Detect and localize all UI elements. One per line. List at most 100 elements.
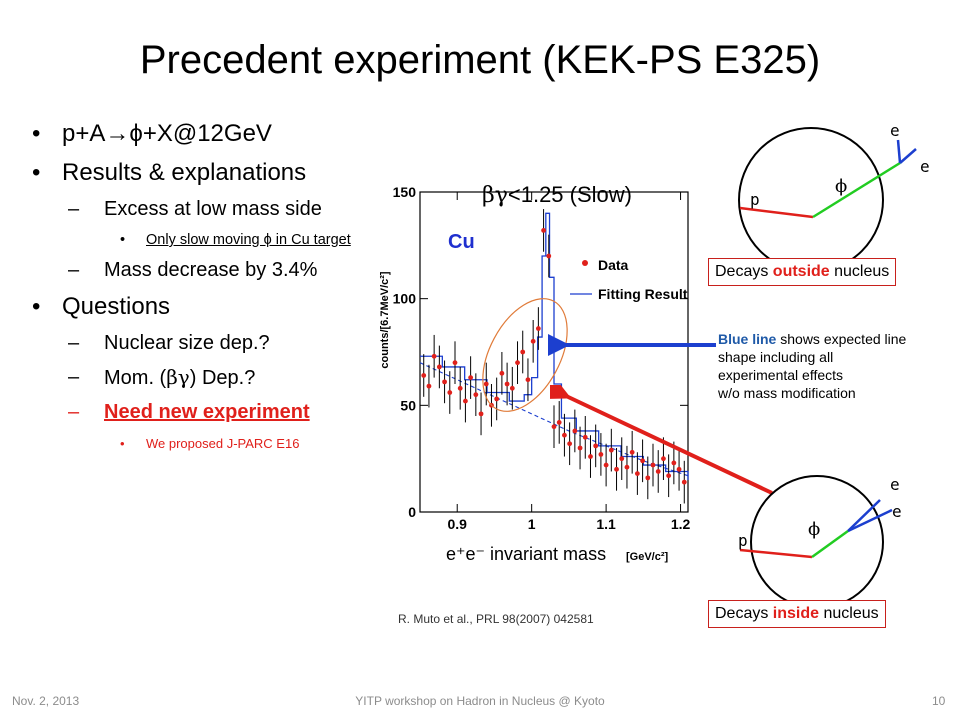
x-tick-label: 1.2: [671, 516, 691, 532]
decay-outside-diagram: e e ϕ p: [738, 121, 930, 273]
label-p: p: [750, 190, 760, 209]
y-tick-label: 100: [393, 291, 417, 307]
data-points: [421, 209, 687, 504]
legend-data: Data: [598, 257, 629, 273]
y-tick-label: 150: [393, 184, 417, 200]
data-point: [655, 469, 661, 474]
bullet-excess: – Excess at low mass side: [68, 198, 322, 220]
data-point: [676, 466, 682, 472]
data-point: [556, 420, 562, 425]
data-point: [499, 370, 505, 376]
data-point: [468, 375, 474, 380]
red-arrow: [550, 385, 773, 495]
data-point: [478, 411, 484, 417]
data-point: [447, 390, 453, 395]
bullet-nuclear-size: – Nuclear size dep.?: [68, 332, 270, 354]
data-point: [463, 398, 468, 404]
bullet-jparc: We proposed J-PARC E16: [30, 433, 370, 454]
footer-center: YITP workshop on Hadron in Nucleus @ Kyo…: [355, 694, 605, 708]
data-point: [535, 326, 541, 331]
data-point: [661, 456, 666, 462]
data-point: [572, 428, 578, 434]
decays-outside-caption: Decays outside nucleus: [708, 258, 897, 286]
data-point: [421, 373, 427, 378]
legend-data-marker: [582, 260, 588, 266]
background-line: [419, 362, 689, 477]
data-point: [645, 475, 651, 481]
data-point: [452, 360, 458, 366]
label-e4: e: [892, 502, 902, 521]
bullet-results: Results & explanations: [30, 157, 370, 188]
page-number: 10: [932, 694, 946, 708]
background-series: [419, 362, 689, 477]
data-point: [494, 396, 500, 402]
label-phi-2: ϕ: [808, 519, 820, 540]
x-tick-label: 1.1: [596, 516, 616, 532]
data-point: [509, 385, 515, 391]
bullet-list: p+A→ϕ+X@12GeV Results & explanations –Ex…: [30, 118, 370, 460]
data-point: [640, 458, 645, 464]
invariant-mass-chart: 0.9 1 1.1 1.2 0 50 100 150 Cu counts/[6.7MeV/c²…: [379, 182, 691, 564]
bullet-slow-moving: Only slow moving ϕ in Cu target: [30, 230, 370, 251]
reference: R. Muto et al., PRL 98(2007) 042581: [398, 612, 594, 626]
nucleus-circle: [738, 127, 884, 273]
data-point: [473, 392, 479, 398]
x-tick-label: 0.9: [447, 516, 467, 532]
chart-axes: [419, 191, 689, 513]
bullet-questions: Questions: [30, 291, 370, 322]
y-tick-label: 50: [400, 397, 416, 413]
data-point: [650, 462, 656, 468]
data-point: [614, 466, 619, 472]
label-e1: e: [890, 121, 900, 140]
data-point: [671, 460, 677, 466]
data-point: [619, 456, 625, 462]
blue-line-note: Blue line shows expected line shape incl…: [718, 331, 907, 401]
data-point: [431, 353, 437, 359]
data-point: [442, 379, 447, 385]
label-e3: e: [890, 475, 900, 494]
data-point: [515, 360, 520, 366]
data-point: [588, 454, 593, 459]
slow-label: βγ<1.25 (Slow): [482, 182, 632, 208]
label-p-2: p: [738, 531, 748, 550]
slide-title: Precedent experiment (KEK-PS E325): [139, 38, 821, 82]
y-axis-label: counts/[6.7MeV/c²]: [379, 271, 391, 369]
data-point: [681, 479, 687, 485]
data-point: [624, 464, 630, 470]
bullet-momentum: – Mom. (βγ) Dep.?: [68, 365, 256, 389]
data-point: [582, 434, 588, 440]
data-point: [562, 432, 567, 438]
data-point: [608, 447, 614, 453]
y-tick-label: 0: [408, 504, 416, 520]
x-axis-label: e⁺e⁻ invariant mass: [446, 544, 606, 564]
decays-inside-caption: Decays inside nucleus: [708, 600, 886, 628]
data-point: [457, 385, 463, 391]
data-point: [530, 338, 536, 344]
data-point: [598, 452, 604, 457]
footer-date: Nov. 2, 2013: [12, 694, 80, 708]
blue-arrow: [548, 330, 716, 360]
data-point: [546, 253, 552, 259]
arrow-icon: →: [105, 120, 130, 147]
bullet-mass-decrease: – Mass decrease by 3.4%: [68, 259, 318, 281]
data-point: [436, 364, 442, 370]
target-label: Cu: [448, 231, 475, 253]
decay-inside-diagram: e e ϕ p: [738, 475, 902, 609]
data-point: [525, 377, 531, 383]
data-point: [629, 449, 635, 455]
bullet-reaction: p+A→ϕ+X@12GeV: [30, 118, 370, 149]
x-tick-label: 1: [528, 516, 536, 532]
data-point: [483, 381, 489, 387]
legend-fit: Fitting Result: [598, 286, 688, 302]
label-phi: ϕ: [835, 176, 847, 197]
data-point: [551, 424, 557, 430]
label-e2: e: [920, 157, 930, 176]
data-point: [577, 445, 583, 451]
plot-frame: [419, 191, 689, 513]
data-point: [593, 443, 599, 449]
chart-ticks: 0.9 1 1.1 1.2 0 50 100 150: [393, 184, 691, 532]
excess-ellipse: [482, 298, 568, 412]
bullet-new-experiment: – Need new experiment: [68, 401, 310, 423]
data-point: [634, 471, 640, 476]
data-point: [504, 381, 510, 387]
